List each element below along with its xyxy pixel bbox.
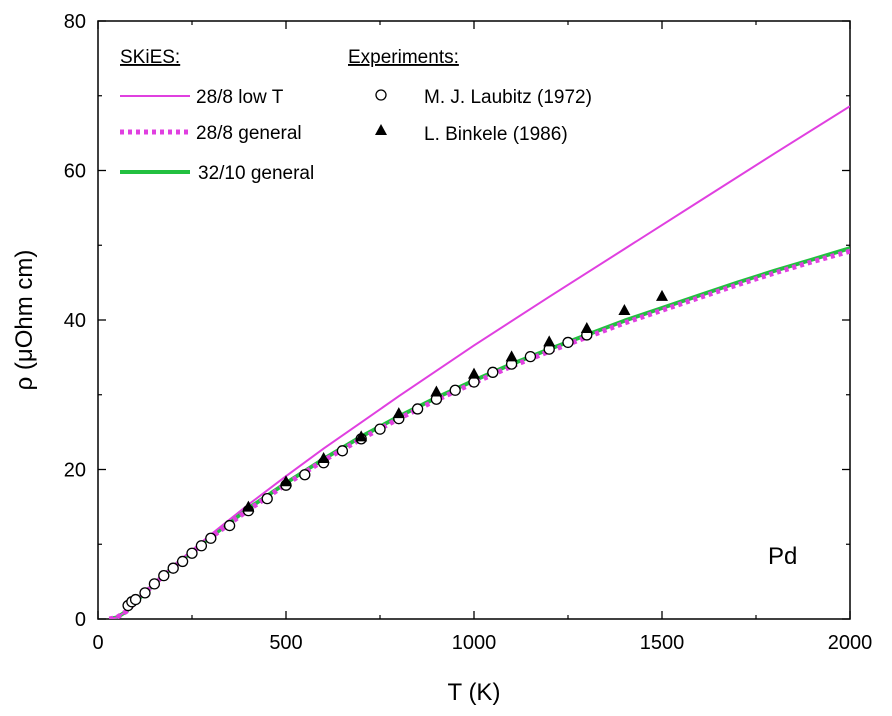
- y-tick-label: 0: [75, 609, 86, 631]
- series-line-32-10-general: [108, 246, 850, 619]
- y-tick-label: 60: [64, 161, 86, 183]
- legend-marker-laubitz: [375, 89, 387, 101]
- laubitz-data-point: [562, 336, 574, 349]
- legend-marker-binkele: [375, 124, 387, 135]
- x-tick-label: 0: [92, 632, 103, 654]
- y-tick-label: 40: [64, 310, 86, 332]
- laubitz-data-point: [487, 366, 499, 378]
- laubitz-data-point: [205, 532, 217, 544]
- x-axis-label: T (K): [448, 679, 501, 706]
- panel-annotation: Pd: [768, 543, 797, 570]
- laubitz-data-point: [148, 578, 161, 590]
- plot-frame: [97, 20, 851, 620]
- binkele-data-point: [543, 335, 556, 347]
- laubitz-data-point: [195, 540, 208, 552]
- binkele-data-point: [392, 407, 405, 419]
- series-line-28-8-general: [108, 248, 850, 619]
- laubitz-data-point: [158, 569, 170, 582]
- legend-label-28-8-low-t: 28/8 low T: [196, 87, 284, 108]
- laubitz-data-point: [129, 593, 142, 606]
- binkele-data-point: [618, 304, 631, 316]
- legend-experiment-title: Experiments:: [348, 47, 459, 68]
- laubitz-data-point: [167, 562, 179, 574]
- x-tick-label: 1500: [640, 632, 685, 654]
- laubitz-data-point: [411, 403, 424, 415]
- experiment-markers: [122, 289, 668, 612]
- legend-label-laubitz: M. J. Laubitz (1972): [424, 87, 592, 108]
- binkele-data-point: [580, 321, 593, 333]
- binkele-data-point: [242, 500, 255, 512]
- legend-label-32-10-general: 32/10 general: [198, 163, 314, 184]
- laubitz-data-point: [223, 519, 236, 532]
- x-tick-label: 500: [269, 632, 302, 654]
- legend-theory-title: SKiES:: [120, 47, 180, 68]
- x-tick-label: 1000: [452, 632, 497, 654]
- y-axis-label: ρ (μOhm cm): [11, 250, 38, 391]
- laubitz-data-point: [336, 445, 349, 457]
- laubitz-data-point: [524, 350, 537, 363]
- binkele-data-point: [505, 350, 518, 362]
- legend-label-binkele: L. Binkele (1986): [424, 124, 568, 145]
- x-tick-label: 2000: [828, 632, 873, 654]
- laubitz-data-point: [449, 384, 461, 396]
- laubitz-data-point: [176, 555, 189, 568]
- y-tick-label: 20: [64, 460, 86, 482]
- binkele-data-point: [355, 430, 368, 442]
- legend-label-28-8-general: 28/8 general: [196, 123, 302, 144]
- laubitz-data-point: [299, 469, 311, 481]
- axis-ticks: [97, 20, 851, 620]
- laubitz-data-point: [374, 423, 386, 435]
- binkele-data-point: [430, 385, 443, 397]
- tick-labels: 0 500 1000 1500 2000 0 20 40 60 80: [64, 11, 873, 654]
- legend: SKiES: Experiments: 28/8 low T 28/8 gene…: [120, 47, 592, 184]
- binkele-data-point: [468, 367, 480, 379]
- laubitz-data-point: [186, 547, 198, 559]
- binkele-data-point: [656, 289, 668, 301]
- binkele-data-point: [317, 452, 330, 464]
- laubitz-data-point: [139, 587, 151, 599]
- y-tick-label: 80: [64, 11, 86, 33]
- laubitz-data-point: [261, 493, 273, 505]
- binkele-data-point: [280, 475, 292, 487]
